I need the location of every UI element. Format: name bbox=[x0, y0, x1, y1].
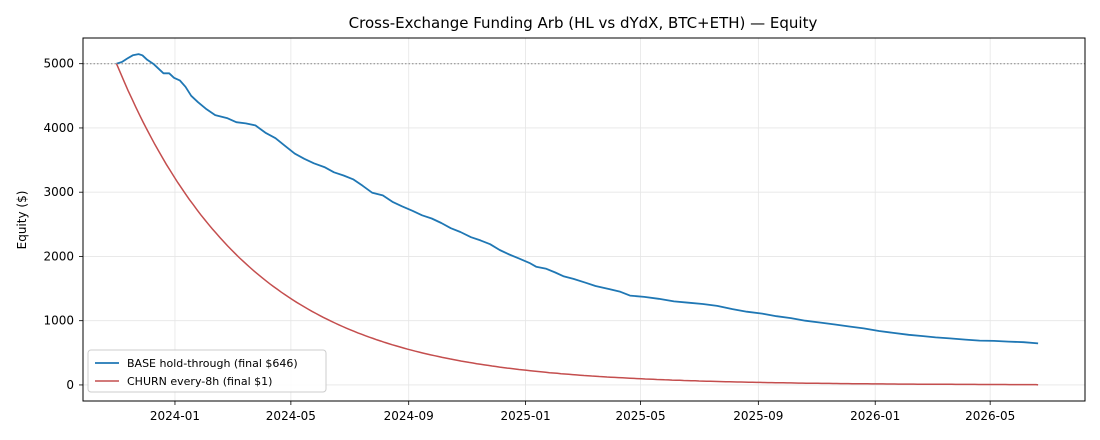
y-tick-label: 5000 bbox=[43, 57, 74, 71]
y-axis-ticks: 0 1000 2000 3000 4000 5000 bbox=[43, 57, 83, 392]
y-tick-label: 0 bbox=[66, 378, 74, 392]
x-tick-label: 2024-05 bbox=[266, 409, 316, 423]
legend-label-churn: CHURN every-8h (final $1) bbox=[127, 375, 272, 388]
x-tick-label: 2026-05 bbox=[965, 409, 1015, 423]
x-axis-ticks: 2024-01 2024-05 2024-09 2025-01 2025-05 2025-… bbox=[150, 401, 1015, 423]
y-tick-label: 1000 bbox=[43, 314, 74, 328]
x-tick-label: 2025-05 bbox=[615, 409, 665, 423]
y-tick-label: 3000 bbox=[43, 185, 74, 199]
series-line-base bbox=[116, 53, 1039, 345]
x-tick-label: 2025-09 bbox=[733, 409, 783, 423]
grid-lines bbox=[83, 38, 1085, 401]
x-tick-label: 2024-09 bbox=[384, 409, 434, 423]
legend-label-base: BASE hold-through (final $646) bbox=[127, 357, 298, 370]
y-tick-label: 4000 bbox=[43, 121, 74, 135]
series-lines bbox=[115, 53, 1039, 386]
plot-frame bbox=[82, 37, 1086, 402]
x-tick-label: 2026-01 bbox=[850, 409, 900, 423]
legend-box bbox=[87, 349, 327, 393]
y-axis-label: Equity ($) bbox=[15, 191, 29, 250]
series-line-churn bbox=[115, 63, 1039, 386]
chart-title: Cross-Exchange Funding Arb (HL vs dYdX, … bbox=[349, 14, 818, 32]
y-tick-label: 2000 bbox=[43, 249, 74, 263]
x-tick-label: 2025-01 bbox=[500, 409, 550, 423]
legend: BASE hold-through (final $646) CHURN eve… bbox=[87, 349, 327, 393]
x-tick-label: 2024-01 bbox=[150, 409, 200, 423]
